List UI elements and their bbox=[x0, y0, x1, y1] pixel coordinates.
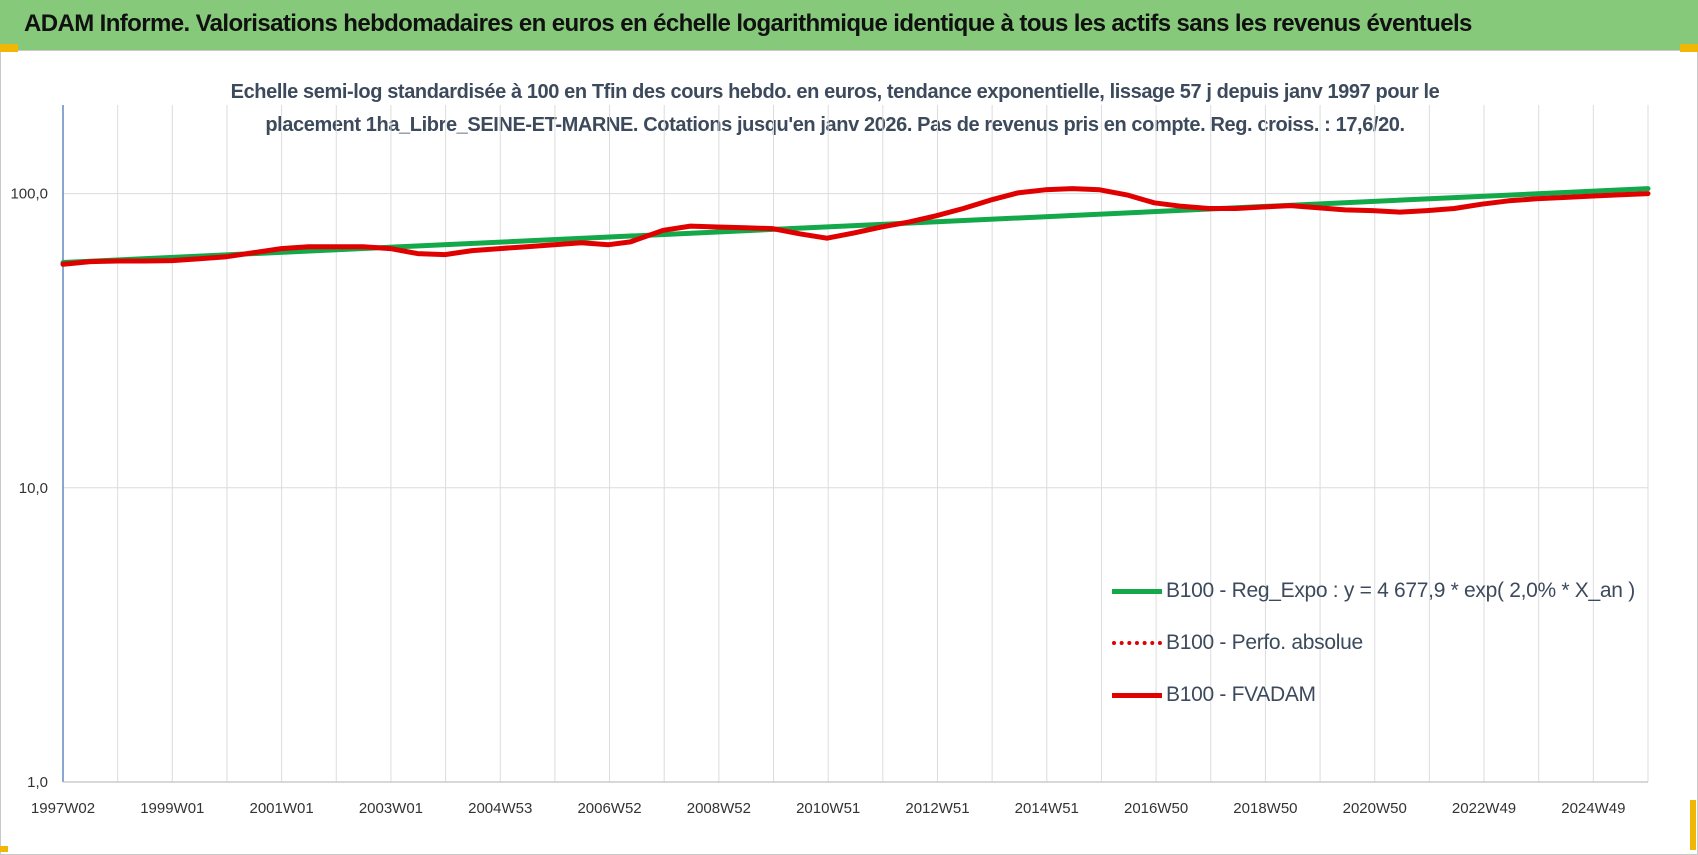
y-tick-label: 1,0 bbox=[27, 774, 48, 791]
legend-item-regression: B100 - Reg_Expo : y = 4 677,9 * exp( 2,0… bbox=[1112, 565, 1635, 617]
y-tick-label: 10,0 bbox=[19, 480, 48, 497]
label-layer: 1,0 10,0 100,0 1997W02 1999W01 2001W01 2003W01… bbox=[10, 186, 1625, 817]
x-tick-label: 1997W02 bbox=[31, 800, 95, 817]
x-tick-label: 2008W52 bbox=[687, 800, 751, 817]
legend-swatch-regression bbox=[1112, 588, 1162, 594]
axis-layer bbox=[62, 105, 1648, 783]
x-tick-label: 2014W51 bbox=[1015, 800, 1079, 817]
corner-marker-bl bbox=[0, 846, 8, 852]
page-title: ADAM Informe. Valorisations hebdomadaire… bbox=[24, 10, 1472, 37]
legend-swatch-fvadam bbox=[1112, 692, 1162, 698]
corner-marker-tr bbox=[1680, 44, 1698, 52]
x-tick-label: 2018W50 bbox=[1233, 800, 1297, 817]
x-tick-label: 1999W01 bbox=[140, 800, 204, 817]
x-tick-label: 2020W50 bbox=[1343, 800, 1407, 817]
x-tick-label: 2004W53 bbox=[468, 800, 532, 817]
legend-swatch-perfo bbox=[1112, 641, 1162, 645]
chart-subtitle-line-1: Echelle semi-log standardisée à 100 en T… bbox=[230, 81, 1440, 103]
series-layer bbox=[60, 186, 1651, 267]
y-tick-label: 100,0 bbox=[10, 186, 48, 203]
header-banner: ADAM Informe. Valorisations hebdomadaire… bbox=[0, 0, 1698, 50]
x-tick-label: 2001W01 bbox=[250, 800, 314, 817]
chart-subtitle: Echelle semi-log standardisée à 100 en T… bbox=[170, 76, 1500, 142]
corner-marker-br bbox=[1690, 800, 1696, 850]
x-tick-label: 2024W49 bbox=[1561, 800, 1625, 817]
x-tick-label: 2010W51 bbox=[796, 800, 860, 817]
legend-label-perfo: B100 - Perfo. absolue bbox=[1166, 631, 1363, 654]
corner-marker-tl bbox=[0, 44, 18, 52]
legend: B100 - Reg_Expo : y = 4 677,9 * exp( 2,0… bbox=[1112, 565, 1635, 721]
legend-label-fvadam: B100 - FVADAM bbox=[1166, 683, 1316, 706]
series-line-0 bbox=[60, 186, 1651, 265]
legend-label-regression: B100 - Reg_Expo : y = 4 677,9 * exp( 2,0… bbox=[1166, 579, 1635, 602]
x-tick-label: 2022W49 bbox=[1452, 800, 1516, 817]
x-tick-label: 2006W52 bbox=[577, 800, 641, 817]
x-tick-label: 2012W51 bbox=[905, 800, 969, 817]
series-line-2 bbox=[60, 186, 1651, 267]
legend-item-fvadam: B100 - FVADAM bbox=[1112, 669, 1635, 721]
legend-item-perfo: B100 - Perfo. absolue bbox=[1112, 617, 1635, 669]
x-tick-label: 2003W01 bbox=[359, 800, 423, 817]
x-tick-label: 2016W50 bbox=[1124, 800, 1188, 817]
chart-subtitle-line-2: placement 1ha_Libre_SEINE-ET-MARNE. Cota… bbox=[265, 114, 1405, 136]
